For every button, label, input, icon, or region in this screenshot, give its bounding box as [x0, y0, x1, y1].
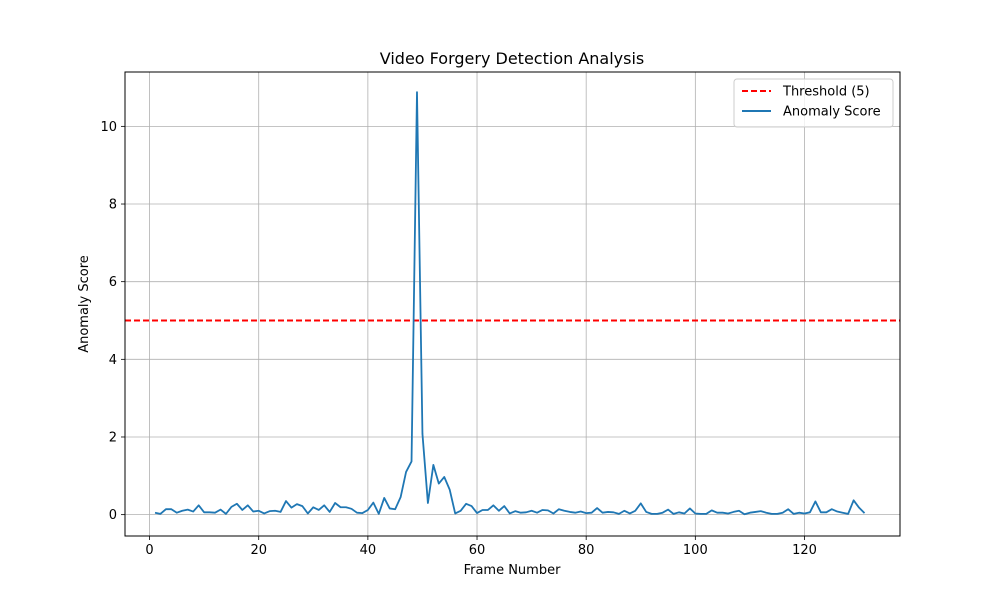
- y-axis-label: Anomaly Score: [77, 255, 92, 353]
- x-tick-label: 100: [683, 543, 708, 558]
- legend-threshold-label: Threshold (5): [782, 85, 870, 100]
- y-tick-label: 2: [109, 430, 117, 445]
- y-tick-label: 0: [109, 508, 117, 523]
- y-axis-ticks: 0 2 4 6 8 10: [100, 120, 125, 523]
- chart-title: Video Forgery Detection Analysis: [380, 49, 645, 68]
- plot-frame: [124, 71, 901, 537]
- x-axis-label: Frame Number: [464, 563, 562, 578]
- y-tick-label: 8: [109, 198, 117, 213]
- y-tick-label: 6: [109, 275, 117, 290]
- x-tick-label: 60: [469, 543, 486, 558]
- legend: Threshold (5) Anomaly Score: [733, 78, 894, 128]
- series-layer: [154, 91, 866, 516]
- y-tick-label: 10: [100, 120, 117, 135]
- x-tick-label: 40: [360, 543, 377, 558]
- x-tick-label: 0: [145, 543, 153, 558]
- x-tick-label: 80: [578, 543, 595, 558]
- y-tick-label: 4: [109, 353, 117, 368]
- legend-series-label: Anomaly Score: [783, 105, 881, 120]
- legend-box: [733, 78, 894, 128]
- x-axis-ticks: 0 20 40 60 80 100 120: [145, 536, 817, 558]
- anomaly-score-line: [154, 91, 866, 516]
- x-tick-label: 120: [792, 543, 817, 558]
- x-tick-label: 20: [250, 543, 267, 558]
- grid-lines: [125, 72, 900, 536]
